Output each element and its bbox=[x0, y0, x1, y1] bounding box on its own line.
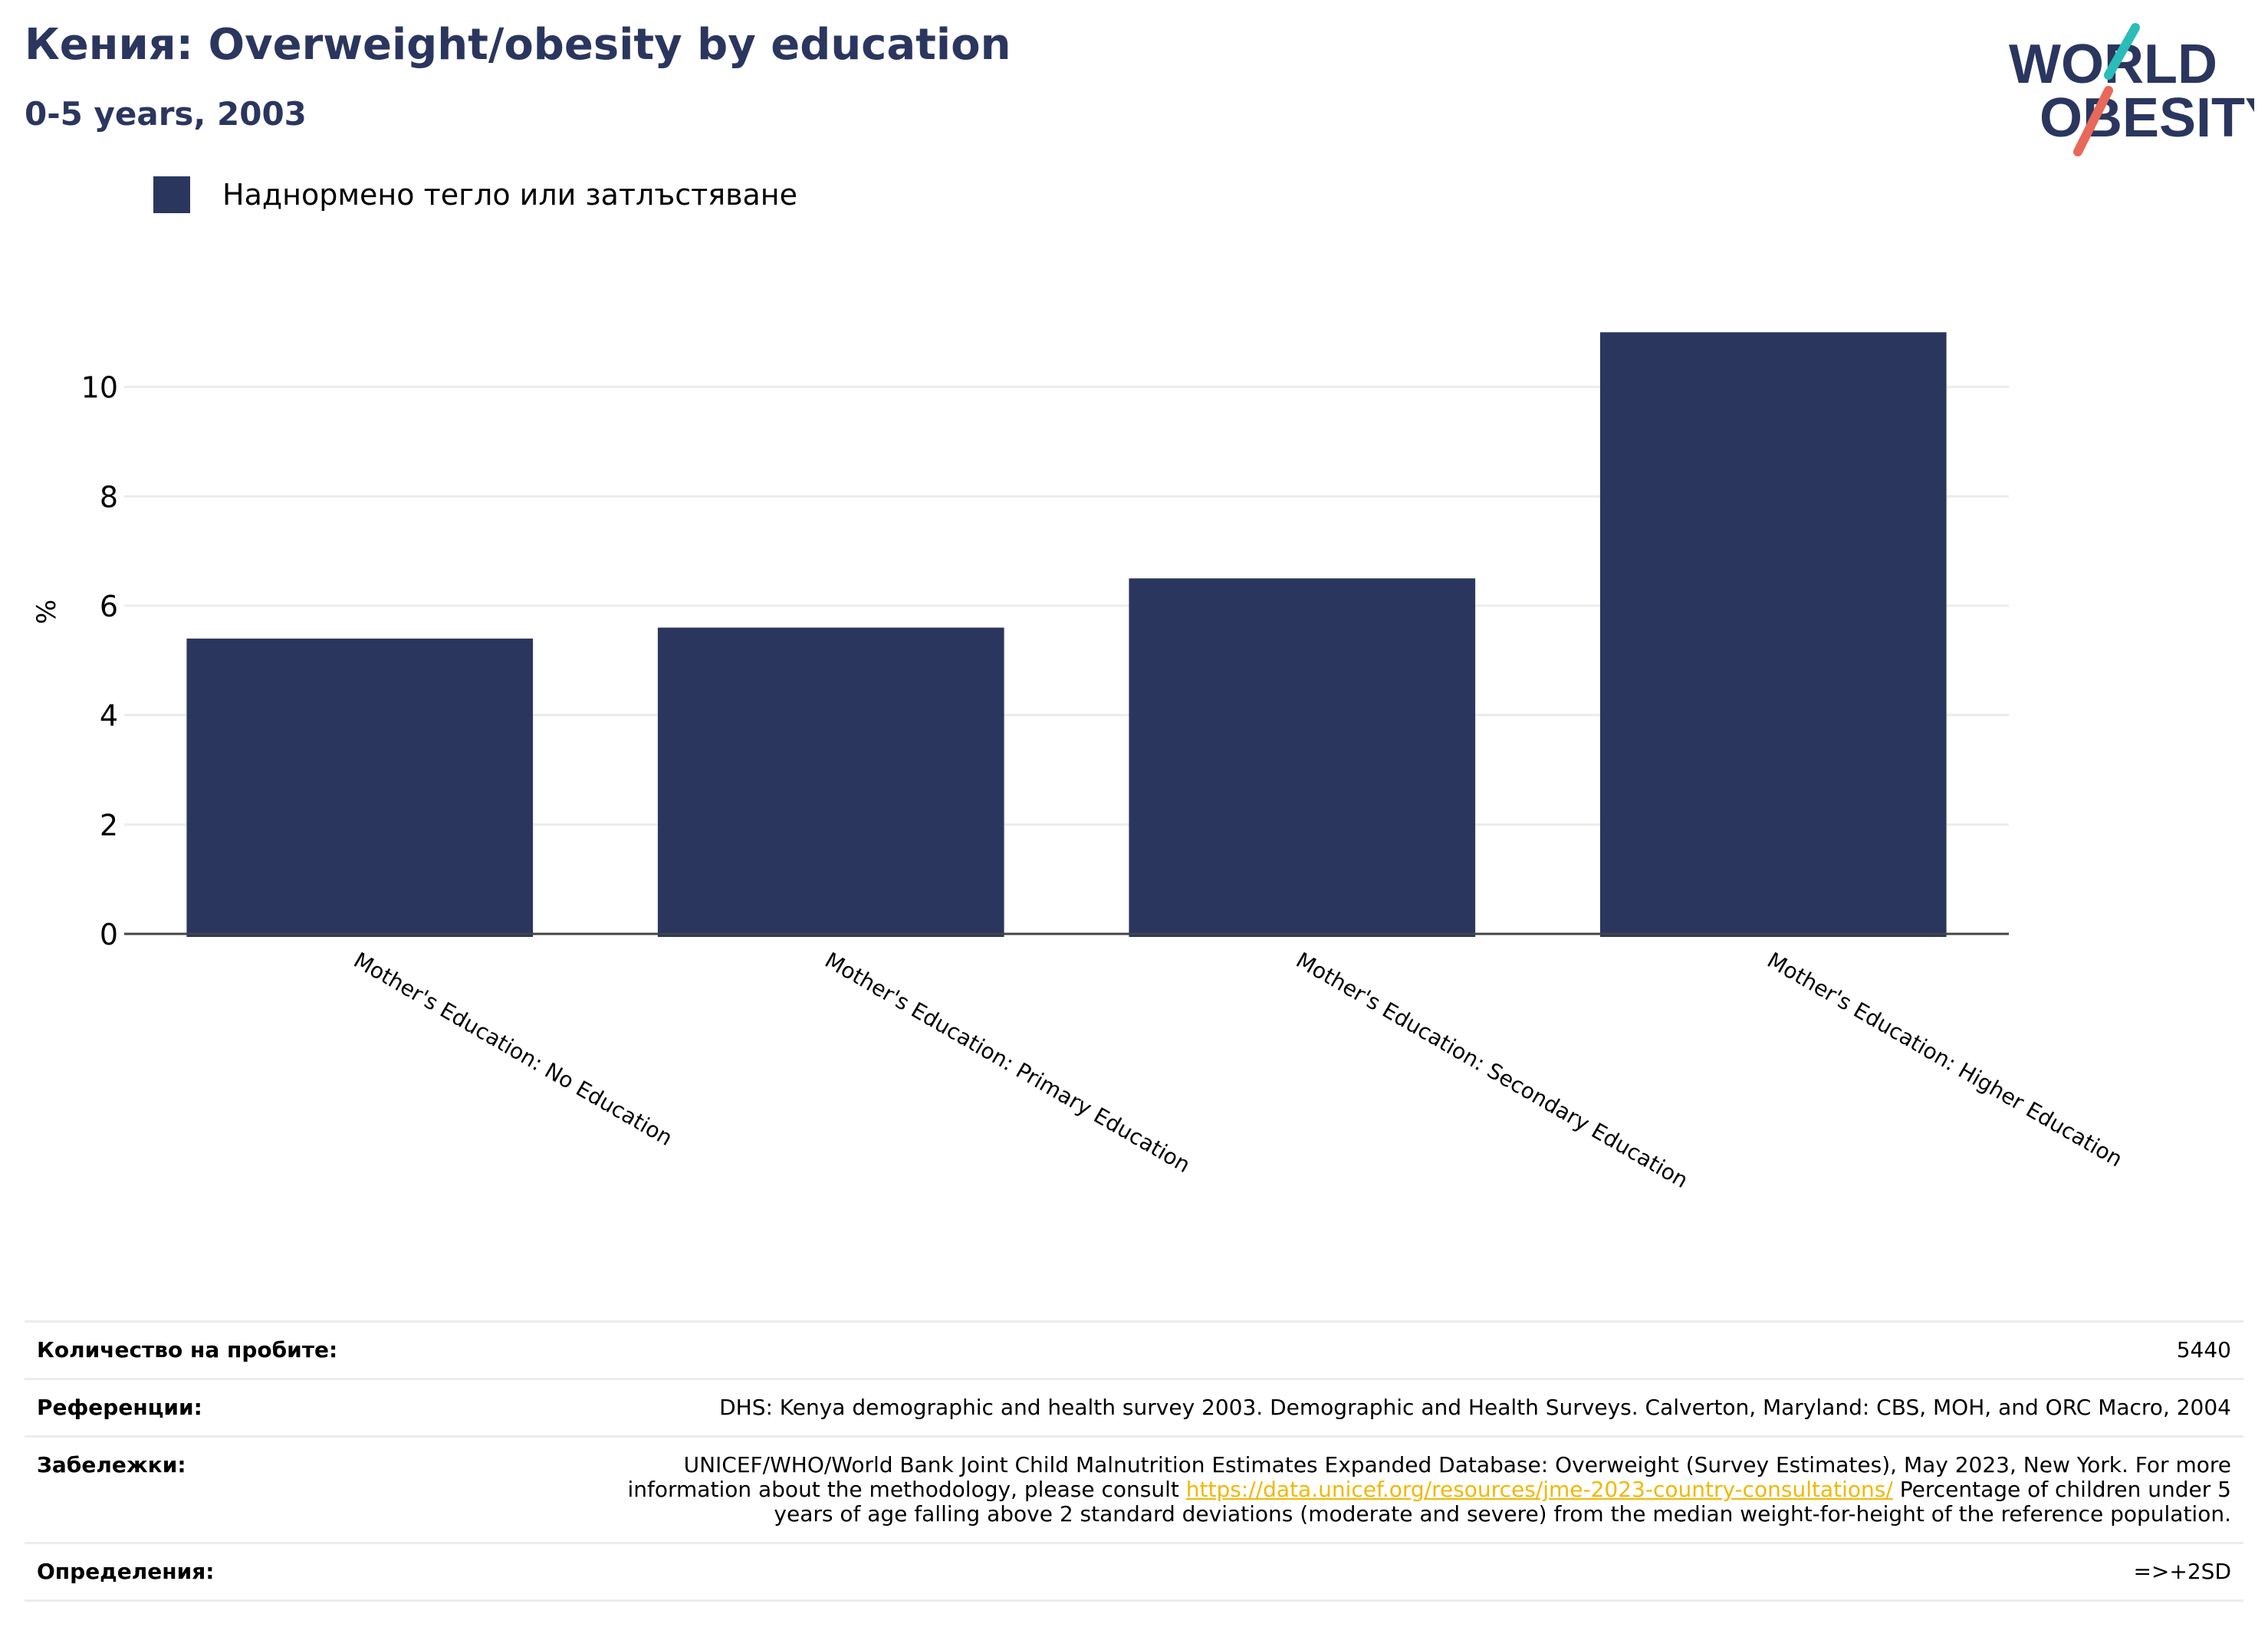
world-obesity-logo: WORLD OBESITY bbox=[2009, 23, 2254, 156]
x-tick-label: Mother's Education: Primary Education bbox=[820, 947, 1195, 1178]
notes-value: UNICEF/WHO/World Bank Joint Child Malnut… bbox=[590, 1452, 2232, 1527]
legend-label: Наднормено тегло или затлъстяване bbox=[222, 178, 797, 212]
logo-slash-teal bbox=[2104, 23, 2140, 80]
info-row-sample: Количество на пробите: 5440 bbox=[25, 1323, 2243, 1380]
sample-label: Количество на пробите: bbox=[37, 1337, 338, 1362]
bar bbox=[1129, 578, 1476, 937]
notes-text-before: UNICEF/WHO/World Bank Joint Child Malnut… bbox=[627, 1452, 2232, 1502]
y-tick-label: 4 bbox=[100, 699, 118, 733]
bar-chart: 0 2 4 6 8 10% Mother's Education: No Education… bbox=[31, 332, 2127, 1193]
definitions-value: =>+2SD bbox=[2133, 1559, 2231, 1584]
legend-swatch bbox=[153, 176, 190, 213]
bar bbox=[186, 638, 534, 937]
legend[interactable]: Наднормено тегло или затлъстяване bbox=[153, 176, 797, 213]
info-row-references: Референции: DHS: Kenya demographic and h… bbox=[25, 1380, 2243, 1438]
info-row-definitions: Определения: =>+2SD bbox=[25, 1544, 2243, 1602]
y-tick-label: 8 bbox=[100, 480, 118, 514]
sample-value: 5440 bbox=[2176, 1337, 2231, 1362]
notes-link[interactable]: https://data.unicef.org/resources/jme-20… bbox=[1185, 1477, 1893, 1502]
bar bbox=[657, 627, 1004, 937]
logo-slash-coral bbox=[2073, 86, 2113, 156]
page-subtitle: 0-5 years, 2003 bbox=[25, 95, 307, 133]
notes-label: Забележки: bbox=[37, 1452, 186, 1477]
x-tick-label: Mother's Education: Higher Education bbox=[1763, 947, 2127, 1172]
definitions-label: Определения: bbox=[37, 1559, 215, 1584]
references-value: DHS: Kenya demographic and health survey… bbox=[719, 1395, 2231, 1420]
logo-word-obesity: OBESITY bbox=[2040, 87, 2254, 149]
notes-text-after: Percentage of children under 5 years of … bbox=[774, 1477, 2231, 1527]
y-tick-label: 10 bbox=[81, 371, 118, 405]
bar bbox=[1599, 332, 1947, 937]
info-table: Количество на пробите: 5440 Референции: … bbox=[25, 1320, 2243, 1602]
y-tick-label: 2 bbox=[100, 808, 118, 842]
y-tick-label: 0 bbox=[100, 918, 118, 952]
y-axis-label: % bbox=[31, 600, 62, 624]
info-row-notes: Забележки: UNICEF/WHO/World Bank Joint C… bbox=[25, 1438, 2243, 1544]
y-tick-label: 6 bbox=[100, 590, 118, 623]
references-label: Референции: bbox=[37, 1395, 202, 1420]
x-tick-label: Mother's Education: No Education bbox=[350, 947, 677, 1151]
x-tick-label: Mother's Education: Secondary Education bbox=[1292, 947, 1692, 1193]
page-title: Кения: Overweight/obesity by education bbox=[25, 20, 1011, 70]
